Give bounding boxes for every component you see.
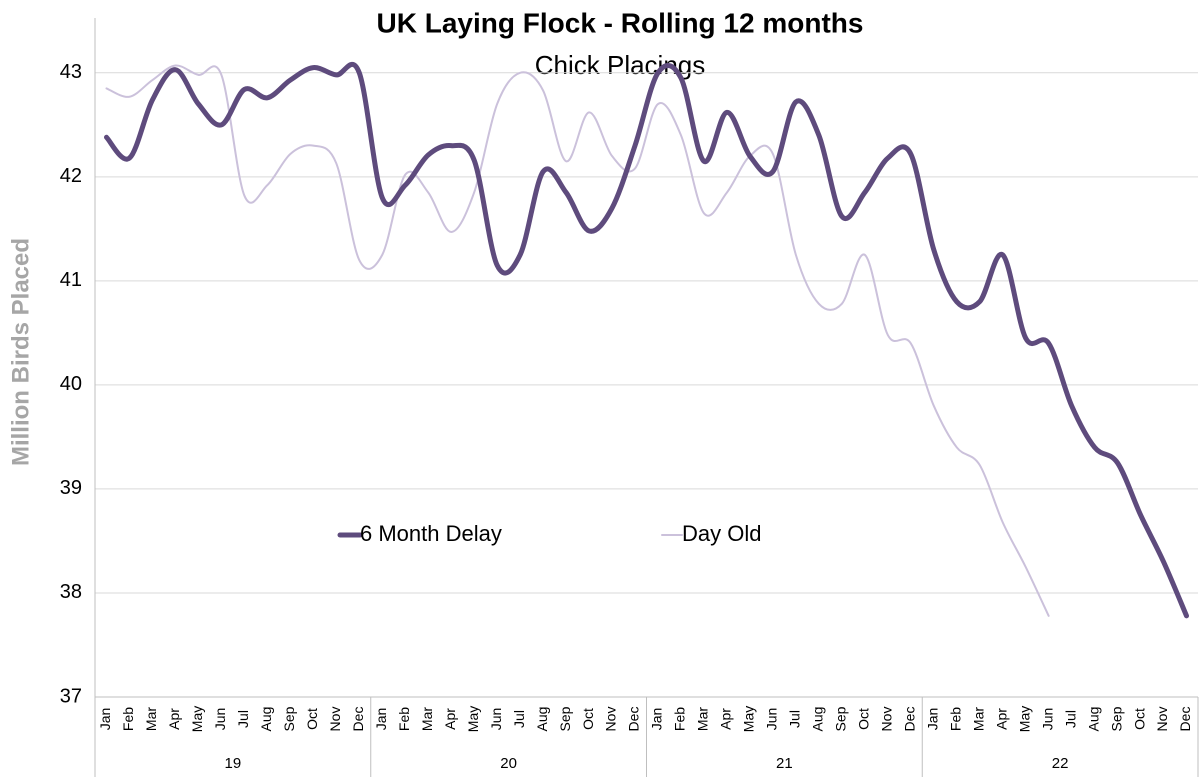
x-tick-label: Jun <box>764 708 780 731</box>
x-tick-label: Jan <box>649 708 665 731</box>
y-tick-label: 38 <box>60 581 82 603</box>
x-tick-label: Jun <box>1039 708 1055 731</box>
y-tick-label: 42 <box>60 165 82 187</box>
x-tick-label: Apr <box>166 708 182 730</box>
x-tick-label: Sep <box>281 706 297 731</box>
x-tick-label: May <box>465 706 481 732</box>
x-tick-label: Jun <box>212 708 228 731</box>
x-group-label: 20 <box>500 755 517 772</box>
x-tick-label: Dec <box>350 707 366 732</box>
x-tick-label: Jul <box>1062 710 1078 728</box>
x-tick-label: Mar <box>970 707 986 731</box>
x-tick-label: May <box>741 706 757 732</box>
y-tick-label: 41 <box>60 269 82 291</box>
x-tick-label: Nov <box>603 707 619 732</box>
series-line <box>105 64 1050 617</box>
legend-label: Day Old <box>682 521 761 546</box>
x-tick-label: Aug <box>258 707 274 732</box>
x-tick-label: Nov <box>327 707 343 732</box>
x-tick-label: Oct <box>1131 708 1147 730</box>
y-tick-label: 39 <box>60 477 82 499</box>
x-tick-label: Apr <box>442 708 458 730</box>
x-tick-label: Dec <box>626 707 642 732</box>
x-tick-label: Sep <box>1108 706 1124 731</box>
legend-label: 6 Month Delay <box>360 521 502 546</box>
x-tick-label: Mar <box>695 707 711 731</box>
x-tick-label: Jul <box>511 710 527 728</box>
x-tick-label: Sep <box>833 706 849 731</box>
x-tick-label: Apr <box>993 708 1009 730</box>
x-group-label: 22 <box>1052 755 1069 772</box>
y-tick-label: 37 <box>60 685 82 707</box>
y-tick-label: 43 <box>60 61 82 83</box>
x-tick-label: Jan <box>924 708 940 731</box>
x-tick-label: Jul <box>235 710 251 728</box>
y-tick-label: 40 <box>60 373 82 395</box>
series-line <box>103 62 1190 619</box>
x-tick-label: Mar <box>419 707 435 731</box>
x-tick-label: Feb <box>120 707 136 731</box>
x-tick-label: Aug <box>1085 707 1101 732</box>
x-tick-label: Sep <box>557 706 573 731</box>
x-tick-label: Jan <box>373 708 389 731</box>
x-tick-label: Jul <box>787 710 803 728</box>
x-group-label: 19 <box>225 755 242 772</box>
x-tick-label: Oct <box>580 708 596 730</box>
x-tick-label: Dec <box>901 707 917 732</box>
x-tick-label: May <box>1016 706 1032 732</box>
x-tick-label: Oct <box>856 708 872 730</box>
x-tick-label: Jan <box>97 708 113 731</box>
x-tick-label: Apr <box>718 708 734 730</box>
x-tick-label: Aug <box>534 707 550 732</box>
x-tick-label: Aug <box>810 707 826 732</box>
x-tick-label: Feb <box>672 707 688 731</box>
chart-title: UK Laying Flock - Rolling 12 months <box>377 7 864 38</box>
x-tick-label: Feb <box>947 707 963 731</box>
x-tick-label: Mar <box>143 707 159 731</box>
x-tick-label: Oct <box>304 708 320 730</box>
x-tick-label: May <box>189 706 205 732</box>
x-tick-label: Jun <box>488 708 504 731</box>
y-axis-title: Million Birds Placed <box>7 238 34 466</box>
x-tick-label: Nov <box>1154 707 1170 732</box>
x-tick-label: Dec <box>1177 707 1193 732</box>
x-group-label: 21 <box>776 755 793 772</box>
x-tick-label: Feb <box>396 707 412 731</box>
x-tick-label: Nov <box>878 707 894 732</box>
